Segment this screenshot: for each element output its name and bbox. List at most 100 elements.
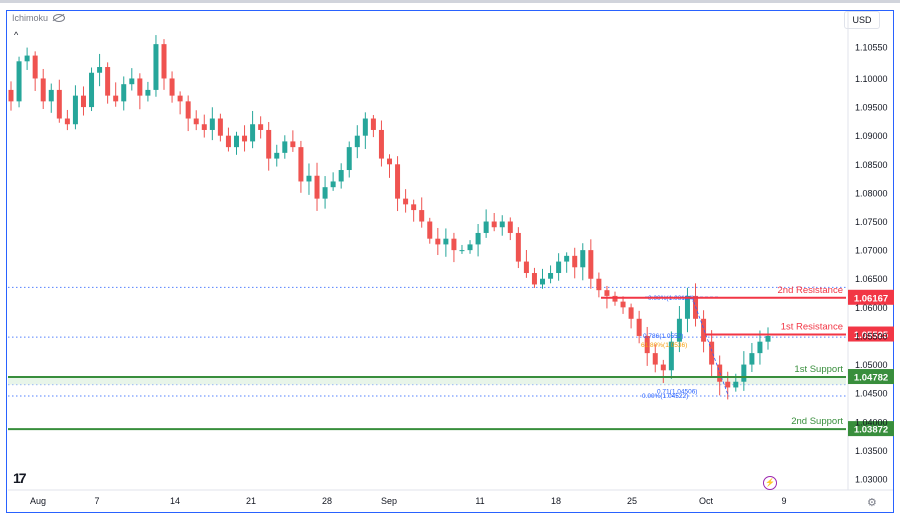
y-tick-label: 1.08000 bbox=[855, 188, 888, 198]
candle-body bbox=[684, 295, 690, 319]
candle-body bbox=[588, 250, 594, 279]
tradingview-logo-icon: 17 bbox=[13, 470, 27, 486]
candle-body bbox=[515, 232, 521, 262]
eye-off-icon[interactable] bbox=[53, 14, 66, 22]
candle-body bbox=[290, 141, 296, 148]
candle-body bbox=[250, 124, 256, 142]
candle-body bbox=[548, 273, 554, 279]
candle-body bbox=[475, 232, 481, 245]
level-name: 2nd Support bbox=[791, 416, 843, 427]
y-tick-label: 1.07000 bbox=[855, 246, 888, 256]
collapse-chevron-icon[interactable]: ^ bbox=[14, 30, 19, 40]
candle-body bbox=[266, 129, 272, 159]
x-tick-label: 28 bbox=[322, 496, 332, 506]
level-price-tag bbox=[848, 326, 894, 342]
level-name: 1st Support bbox=[794, 364, 843, 375]
candle-body bbox=[161, 44, 167, 79]
candle-body bbox=[443, 238, 449, 245]
candle-body bbox=[725, 381, 731, 388]
level-name: 1st Resistance bbox=[781, 322, 843, 333]
candle-body bbox=[89, 72, 95, 108]
x-tick-label: 9 bbox=[781, 496, 786, 506]
candle-body bbox=[628, 307, 634, 319]
candle-body bbox=[620, 301, 626, 308]
level-price-label: 1.04782 bbox=[854, 373, 888, 384]
y-tick-label: 1.03000 bbox=[855, 475, 888, 485]
y-tick-label: 1.03500 bbox=[855, 446, 888, 456]
candle-body bbox=[741, 364, 747, 382]
fib-label: 0.00%(1.04522) bbox=[642, 393, 688, 400]
candle-body bbox=[185, 101, 191, 119]
candle-body bbox=[32, 55, 38, 79]
candle-body bbox=[258, 124, 264, 130]
candle-body bbox=[24, 55, 30, 62]
candle-body bbox=[451, 238, 457, 251]
level-price-tag bbox=[848, 369, 894, 385]
candle-body bbox=[274, 152, 280, 159]
candle-body bbox=[523, 261, 529, 274]
candle-body bbox=[701, 318, 707, 342]
x-tick-label: 11 bbox=[475, 496, 484, 506]
candle-body bbox=[105, 67, 111, 96]
candle-body bbox=[491, 221, 497, 228]
x-tick-label: 18 bbox=[551, 496, 561, 506]
x-tick-label: 7 bbox=[94, 496, 99, 506]
fib-label: 0.71(1.04506) bbox=[657, 388, 697, 395]
candle-body bbox=[346, 147, 352, 171]
y-tick-label: 1.04500 bbox=[855, 389, 888, 399]
top-border bbox=[0, 0, 900, 3]
currency-button[interactable]: USD bbox=[844, 11, 880, 29]
candle-body bbox=[596, 278, 602, 291]
y-tick-label: 1.09500 bbox=[855, 103, 888, 113]
candle-body bbox=[556, 261, 562, 274]
candle-body bbox=[395, 164, 401, 199]
candle-body bbox=[201, 124, 207, 130]
candle-body bbox=[8, 89, 14, 102]
candle-body bbox=[314, 175, 320, 199]
candle-body bbox=[499, 221, 505, 228]
candle-body bbox=[644, 335, 650, 354]
x-tick-label: 21 bbox=[246, 496, 256, 506]
candle-body bbox=[145, 89, 151, 96]
candle-body bbox=[298, 147, 304, 182]
y-tick-label: 1.09000 bbox=[855, 131, 888, 141]
candle-body bbox=[217, 118, 223, 136]
candle-body bbox=[40, 78, 46, 102]
candle-body bbox=[338, 170, 344, 182]
candle-body bbox=[531, 273, 537, 285]
fib-label: 0.786(1.0552) bbox=[643, 333, 683, 340]
level-price-tag bbox=[848, 289, 894, 305]
candle-body bbox=[169, 78, 175, 96]
candle-body bbox=[660, 364, 666, 371]
candle-body bbox=[97, 67, 103, 73]
candle-body bbox=[676, 318, 682, 342]
candle-body bbox=[370, 118, 376, 130]
candle-body bbox=[242, 135, 248, 142]
candle-body bbox=[403, 198, 409, 205]
candle-body bbox=[419, 210, 425, 222]
candle-body bbox=[330, 181, 336, 188]
lightning-icon[interactable]: ⚡ bbox=[763, 476, 777, 490]
y-tick-label: 1.05000 bbox=[855, 360, 888, 370]
x-tick-label: 14 bbox=[170, 496, 180, 506]
candle-body bbox=[209, 118, 215, 130]
y-tick-label: 1.10550 bbox=[855, 43, 888, 53]
candle-body bbox=[282, 141, 288, 153]
candle-body bbox=[733, 381, 739, 388]
y-tick-label: 1.06000 bbox=[855, 303, 888, 313]
y-tick-label: 1.10000 bbox=[855, 74, 888, 84]
candle-body bbox=[427, 221, 433, 239]
candle-body bbox=[483, 221, 489, 233]
candle-body bbox=[540, 278, 546, 285]
indicator-name: Ichimoku bbox=[12, 13, 49, 23]
indicator-legend[interactable]: Ichimoku bbox=[12, 13, 66, 23]
fib-label: 61.80%(1.0536) bbox=[641, 342, 687, 349]
candle-body bbox=[322, 187, 328, 199]
settings-gear-icon[interactable]: ⚙ bbox=[867, 497, 877, 509]
candle-body bbox=[765, 335, 771, 342]
candle-body bbox=[757, 341, 763, 354]
y-tick-label: 1.06500 bbox=[855, 274, 888, 284]
y-tick-label: 1.04000 bbox=[855, 417, 888, 427]
candle-body bbox=[153, 44, 159, 90]
